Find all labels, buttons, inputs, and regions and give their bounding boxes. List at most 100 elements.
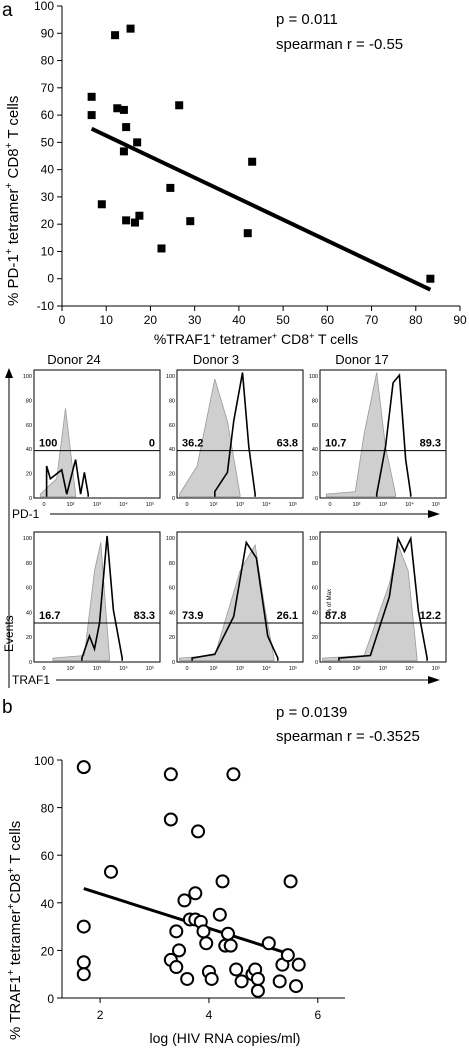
histogram-y-tick: 100 (23, 536, 32, 542)
panel-a-y-label: % PD-1+ tetramer+ CD8+ T cells (4, 96, 22, 306)
panel-b-point (76, 760, 91, 775)
marker-histogram (45, 459, 89, 497)
panel-a-point (135, 211, 144, 220)
panel-a-point (111, 31, 120, 40)
histogram-x-tick: 10⁵ (289, 665, 297, 672)
panel-b-y-tick-label: 20 (41, 944, 55, 958)
histogram-x-tick: 0 (185, 666, 188, 672)
histogram-x-tick: 10⁴ (262, 665, 271, 672)
histogram-y-tick: 100 (309, 374, 318, 380)
flow-histogram-row2-3: 87.8 12.2 0 20 40 60 80 100 0 10² 10³ 10⁴ 10⁵ (309, 531, 447, 672)
histogram-x-tick: 10⁴ (262, 501, 271, 508)
panel-b-point (76, 967, 91, 982)
histogram-x-tick: 10² (210, 502, 218, 508)
pd1-arrowhead (428, 510, 440, 518)
histogram-y-tick: 20 (169, 472, 175, 478)
histogram-y-tick: 40 (312, 447, 318, 453)
histogram-y-tick: 0 (29, 496, 32, 502)
histogram-y-tick: 80 (312, 398, 318, 404)
isotype-histogram (179, 378, 241, 498)
histogram-x-tick: 10² (210, 666, 218, 672)
panel-b-point (199, 936, 214, 951)
panel-a-y-tick-label: 50 (41, 135, 55, 149)
marker-histogram (338, 535, 428, 661)
histogram-x-tick: 10³ (236, 502, 244, 508)
panel-a-y-tick-label: 100 (34, 0, 54, 13)
panel-b-y-tick-label: 60 (41, 849, 55, 863)
panel-b-spearman: spearman r = -0.3525 (276, 728, 420, 745)
panel-b-y-tick-label: 80 (41, 802, 55, 816)
histogram-y-tick: 60 (169, 586, 175, 592)
panel-a-point (87, 92, 96, 101)
histogram-x-tick: 10³ (93, 666, 101, 672)
panel-a-point (166, 183, 175, 192)
panel-b-point (172, 943, 187, 958)
histogram-x-tick: 10³ (93, 502, 101, 508)
histogram-y-tick: 0 (315, 496, 318, 502)
histogram-y-tick: 80 (169, 561, 175, 567)
panel-a-point (97, 200, 106, 209)
panel-a-y-tick-label: 10 (41, 244, 55, 258)
flow-histogram-row2-1: 16.7 83.3 0 20 40 60 80 100 0 10² 10³ 10⁴ 10⁵ (23, 531, 161, 672)
panel-b-point (250, 971, 265, 986)
histogram-x-tick: 10⁴ (119, 501, 128, 508)
panel-a-x-tick-label: 60 (321, 313, 335, 327)
panel-b-point (261, 936, 276, 951)
panel-b-point (223, 938, 238, 953)
gate-pct-left: 100 (39, 438, 57, 450)
histogram-x-tick: 10⁵ (432, 501, 440, 508)
histogram-x-tick: 10⁴ (405, 665, 414, 672)
gate-pct-right: 63.8 (277, 438, 298, 450)
panel-a-letter: a (2, 0, 13, 21)
panel-b-point (226, 767, 241, 782)
panel-b-y-tick-label: 100 (34, 754, 54, 768)
panel-a-point (426, 274, 435, 283)
panel-b-plot: 0 20 40 60 80 100 2 4 6 (34, 754, 345, 1022)
donor-label-3: Donor 17 (335, 352, 388, 367)
panel-b-point (163, 767, 178, 782)
panel-a-point (119, 147, 128, 156)
panel-b-point (103, 864, 118, 879)
panel-a-point (130, 218, 139, 227)
histogram-y-tick: 40 (169, 447, 175, 453)
histogram-y-tick: 20 (312, 635, 318, 641)
marker-histogram (214, 372, 256, 497)
panel-b-point (169, 924, 184, 939)
histogram-y-tick: 100 (309, 536, 318, 542)
histogram-x-tick: 10² (353, 666, 361, 672)
panel-b-y-label: % TRAF1+ tetramer+CD8+ T cells (6, 821, 24, 1040)
histogram-y-tick: 60 (312, 586, 318, 592)
histogram-y-tick: 40 (312, 610, 318, 616)
panel-b-point (163, 812, 178, 827)
panel-b-y-ticks: 0 20 40 60 80 100 (34, 754, 62, 1006)
panel-b-point (291, 957, 306, 972)
panel-a-point (126, 24, 135, 33)
panel-a-x-tick-label: 50 (276, 313, 290, 327)
histogram-y-tick: 100 (166, 536, 175, 542)
histogram-x-tick: 10⁴ (405, 501, 414, 508)
histogram-x-tick: 10³ (379, 666, 387, 672)
panel-b-x-tick-label: 2 (97, 1008, 104, 1022)
panel-a-x-tick-label: 30 (188, 313, 202, 327)
panel-b-point (234, 974, 249, 989)
panel-a-y-tick-label: 0 (47, 272, 54, 286)
panel-a-y-tick-label: 80 (41, 54, 55, 68)
histogram-y-tick: 20 (312, 472, 318, 478)
panel-b-point (76, 919, 91, 934)
panel-b-point (283, 874, 298, 889)
panel-b-x-tick-label: 4 (206, 1008, 213, 1022)
panel-b-point (272, 974, 287, 989)
histogram-x-tick: 10² (67, 502, 75, 508)
donor-label-1: Donor 24 (47, 352, 100, 367)
panel-a-spearman: spearman r = -0.55 (276, 36, 403, 53)
histogram-x-tick: 0 (185, 502, 188, 508)
panel-b-point (169, 960, 184, 975)
panel-a-point (133, 138, 142, 147)
panel-b-point (250, 983, 265, 998)
isotype-histogram (179, 543, 275, 662)
panel-a-x-tick-label: 0 (59, 313, 66, 327)
panel-a-y-tick-label: 90 (41, 26, 55, 40)
histogram-x-tick: 10² (353, 502, 361, 508)
flow-histogram-row2-2: 73.9 26.1 0 20 40 60 80 100 0 10² 10³ 10⁴ 10⁵ (166, 531, 304, 672)
histogram-y-tick: 60 (312, 423, 318, 429)
